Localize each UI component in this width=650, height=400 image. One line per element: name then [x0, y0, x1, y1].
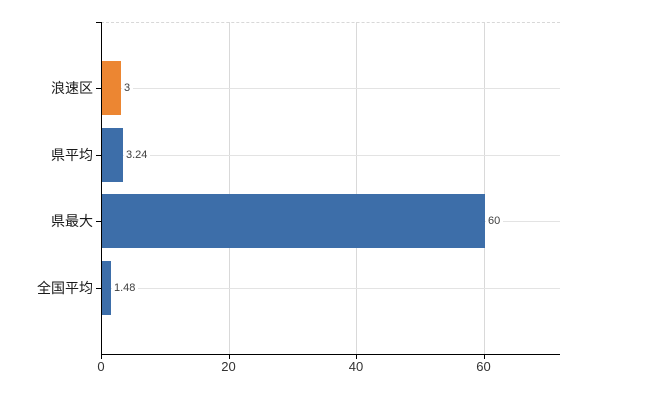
row-gridline [102, 287, 560, 289]
bar [102, 260, 111, 315]
bar [102, 127, 123, 182]
category-label: 県最大 [51, 213, 93, 230]
x-gridline [483, 22, 485, 354]
bar [102, 61, 121, 116]
row-gridline [102, 154, 560, 156]
x-tick-label: 60 [476, 359, 491, 374]
x-tick-mark [101, 354, 102, 359]
x-tick-mark [356, 354, 357, 359]
x-axis-line [101, 354, 560, 355]
x-gridline [356, 22, 357, 354]
row-gridline [102, 88, 560, 90]
x-tick-mark [483, 354, 485, 359]
category-tick [96, 154, 101, 156]
category-label: 全国平均 [37, 279, 93, 296]
plot-area [101, 22, 560, 355]
category-label: 県平均 [51, 146, 93, 163]
category-tick [96, 287, 101, 289]
category-tick [96, 221, 101, 223]
bar [102, 194, 485, 249]
bar-value-label: 3.24 [124, 147, 151, 162]
y-axis-line [101, 22, 102, 355]
bar-value-label: 1.48 [112, 280, 139, 295]
category-label: 浪速区 [51, 80, 93, 97]
x-tick-label: 40 [348, 359, 364, 374]
x-tick-label: 0 [97, 359, 105, 374]
x-tick-label: 20 [221, 359, 236, 374]
x-tick-mark [228, 354, 230, 359]
bar-value-label: 60 [486, 214, 504, 229]
x-gridline [228, 22, 230, 354]
bar-value-label: 3 [122, 81, 134, 96]
y-axis-top-tick [96, 22, 101, 23]
category-tick [96, 88, 101, 90]
